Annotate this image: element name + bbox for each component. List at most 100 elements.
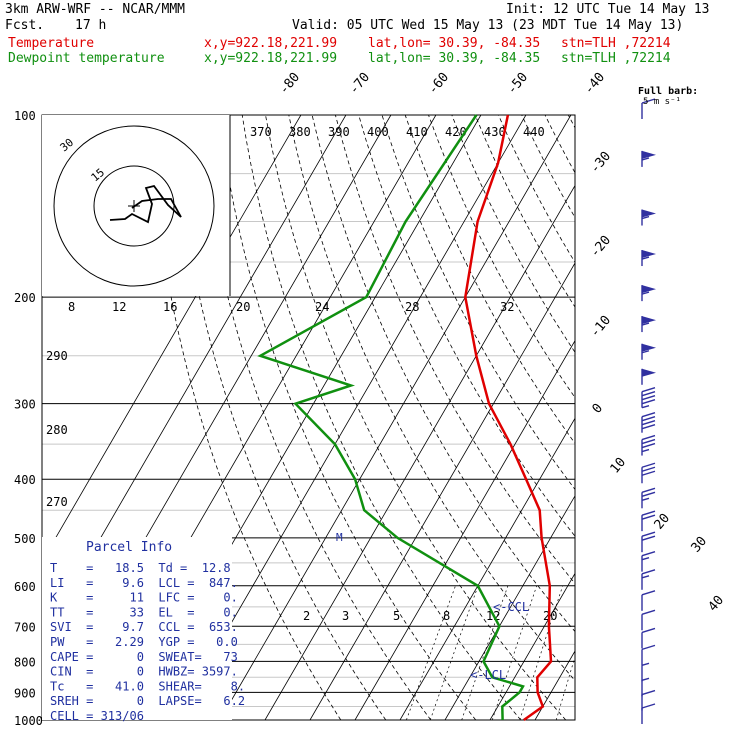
barb-half	[641, 157, 650, 161]
hodograph-axis-label: 8	[68, 300, 75, 314]
barb-flag	[641, 703, 656, 709]
isotherm-label: -20	[588, 233, 615, 261]
pressure-label: 800	[14, 655, 36, 669]
isotherm-line	[489, 572, 575, 720]
mixing-ratio-line	[429, 585, 479, 720]
isotherm-line	[264, 184, 575, 720]
profiles	[257, 114, 553, 722]
wind-barb	[641, 703, 656, 724]
wind-barb	[641, 627, 656, 649]
wind-barb	[641, 462, 656, 484]
wind-barb	[641, 368, 656, 385]
barb-half	[641, 575, 650, 579]
pressure-label: 600	[14, 580, 36, 594]
isotherm-line	[444, 495, 575, 720]
dry-adiabat	[381, 115, 575, 491]
pressure-label: 900	[14, 686, 36, 700]
barb-flag	[641, 390, 656, 397]
isotherm-label: 20	[652, 511, 674, 533]
isotherm-label: -40	[582, 70, 609, 98]
wind-barb	[641, 590, 656, 611]
mixing-ratio-label: 2	[303, 609, 310, 623]
wind-barb	[641, 677, 650, 697]
hodograph-axis-label: 12	[112, 300, 126, 314]
parcel-info-row: CAPE = 0 SWEAT= 73	[50, 650, 238, 664]
barb-pennant	[642, 150, 656, 159]
parcel-info-row: TT = 33 EL = 0.	[50, 605, 238, 619]
isotherm-label: 10	[608, 455, 630, 477]
theta-label: 270	[46, 495, 68, 509]
barb-half	[641, 662, 650, 666]
temperature-profile	[464, 114, 553, 722]
dry-adiabat	[335, 115, 575, 585]
wind-barb	[641, 150, 656, 167]
wind-barb	[641, 434, 656, 456]
barb-flag	[641, 386, 656, 393]
isotherm-line	[174, 115, 527, 720]
dry-adiabat	[241, 115, 522, 720]
theta-label: 410	[406, 125, 428, 139]
wind-barb	[641, 98, 656, 119]
barb-half	[641, 556, 650, 561]
dry-adiabat	[195, 115, 432, 720]
dry-adiabat	[288, 115, 575, 682]
barb-half	[641, 448, 650, 453]
wind-barb	[641, 510, 656, 532]
barb-flag	[641, 644, 656, 651]
barb-flag	[641, 569, 656, 575]
isotherm-line	[309, 262, 575, 720]
barb-flag	[641, 412, 656, 418]
barb-half	[641, 215, 650, 220]
dry-adiabat	[615, 115, 740, 720]
barb-half	[641, 350, 650, 354]
pressure-label: 400	[14, 473, 36, 487]
dry-adiabat	[428, 115, 575, 399]
legend-dewpoint: Dewpoint temperature	[8, 51, 165, 66]
barb-flag	[641, 416, 656, 422]
barb-flag	[641, 466, 656, 472]
latlon-temperature: lat,lon= 30.39, -84.35	[368, 36, 541, 51]
wind-barbs: Full barb:5 m s⁻¹	[638, 86, 698, 724]
isotherm-label: -30	[588, 149, 615, 177]
latlon-dewpoint: lat,lon= 30.39, -84.35	[368, 51, 541, 66]
barb-flag	[641, 510, 656, 516]
isotherm-line	[534, 650, 575, 720]
pressure-label: 100	[14, 109, 36, 123]
station-temperature: stn=TLH ,72214	[561, 36, 671, 51]
hodograph-ring	[53, 125, 215, 287]
legend-temperature: Temperature	[8, 36, 95, 51]
theta-label: 290	[46, 349, 68, 363]
forecast-value: 17 h	[75, 18, 107, 33]
barb-flag	[641, 424, 656, 430]
mixing-ratio-label: 5	[393, 609, 400, 623]
parcel-info-row: CIN = 0 HWBZ= 3597.	[50, 665, 238, 679]
isotherm-label: -70	[347, 70, 374, 98]
barb-half	[641, 322, 650, 326]
theta-label: 370	[250, 125, 272, 139]
isotherm-label: -60	[426, 70, 453, 98]
barb-flag	[641, 590, 656, 596]
isotherm-line	[670, 115, 740, 720]
isotherm-label: -80	[277, 70, 304, 98]
wind-barb	[641, 644, 656, 666]
isotherm-line	[42, 115, 302, 563]
dry-adiabat	[592, 115, 740, 720]
plot-frame	[41, 114, 576, 721]
barb-flag	[641, 491, 656, 497]
parcel-info-title: Parcel Info	[86, 540, 172, 555]
barb-pennant	[642, 209, 656, 218]
dry-adiabat	[498, 115, 575, 263]
barb-flag	[641, 462, 656, 468]
hodograph-axis-label: 20	[236, 300, 250, 314]
theta-label: 400	[367, 125, 389, 139]
barb-key-line1: Full barb:	[638, 86, 698, 97]
theta-label: 430	[484, 125, 506, 139]
wind-barb	[641, 343, 656, 360]
wind-barb	[641, 285, 656, 302]
dewpoint-profile	[257, 114, 525, 721]
dry-adiabat	[218, 115, 477, 720]
barb-pennant	[642, 343, 656, 352]
barb-flag	[641, 470, 656, 476]
lcl-marker: <-LCL	[470, 668, 506, 682]
wind-barb	[641, 531, 656, 553]
